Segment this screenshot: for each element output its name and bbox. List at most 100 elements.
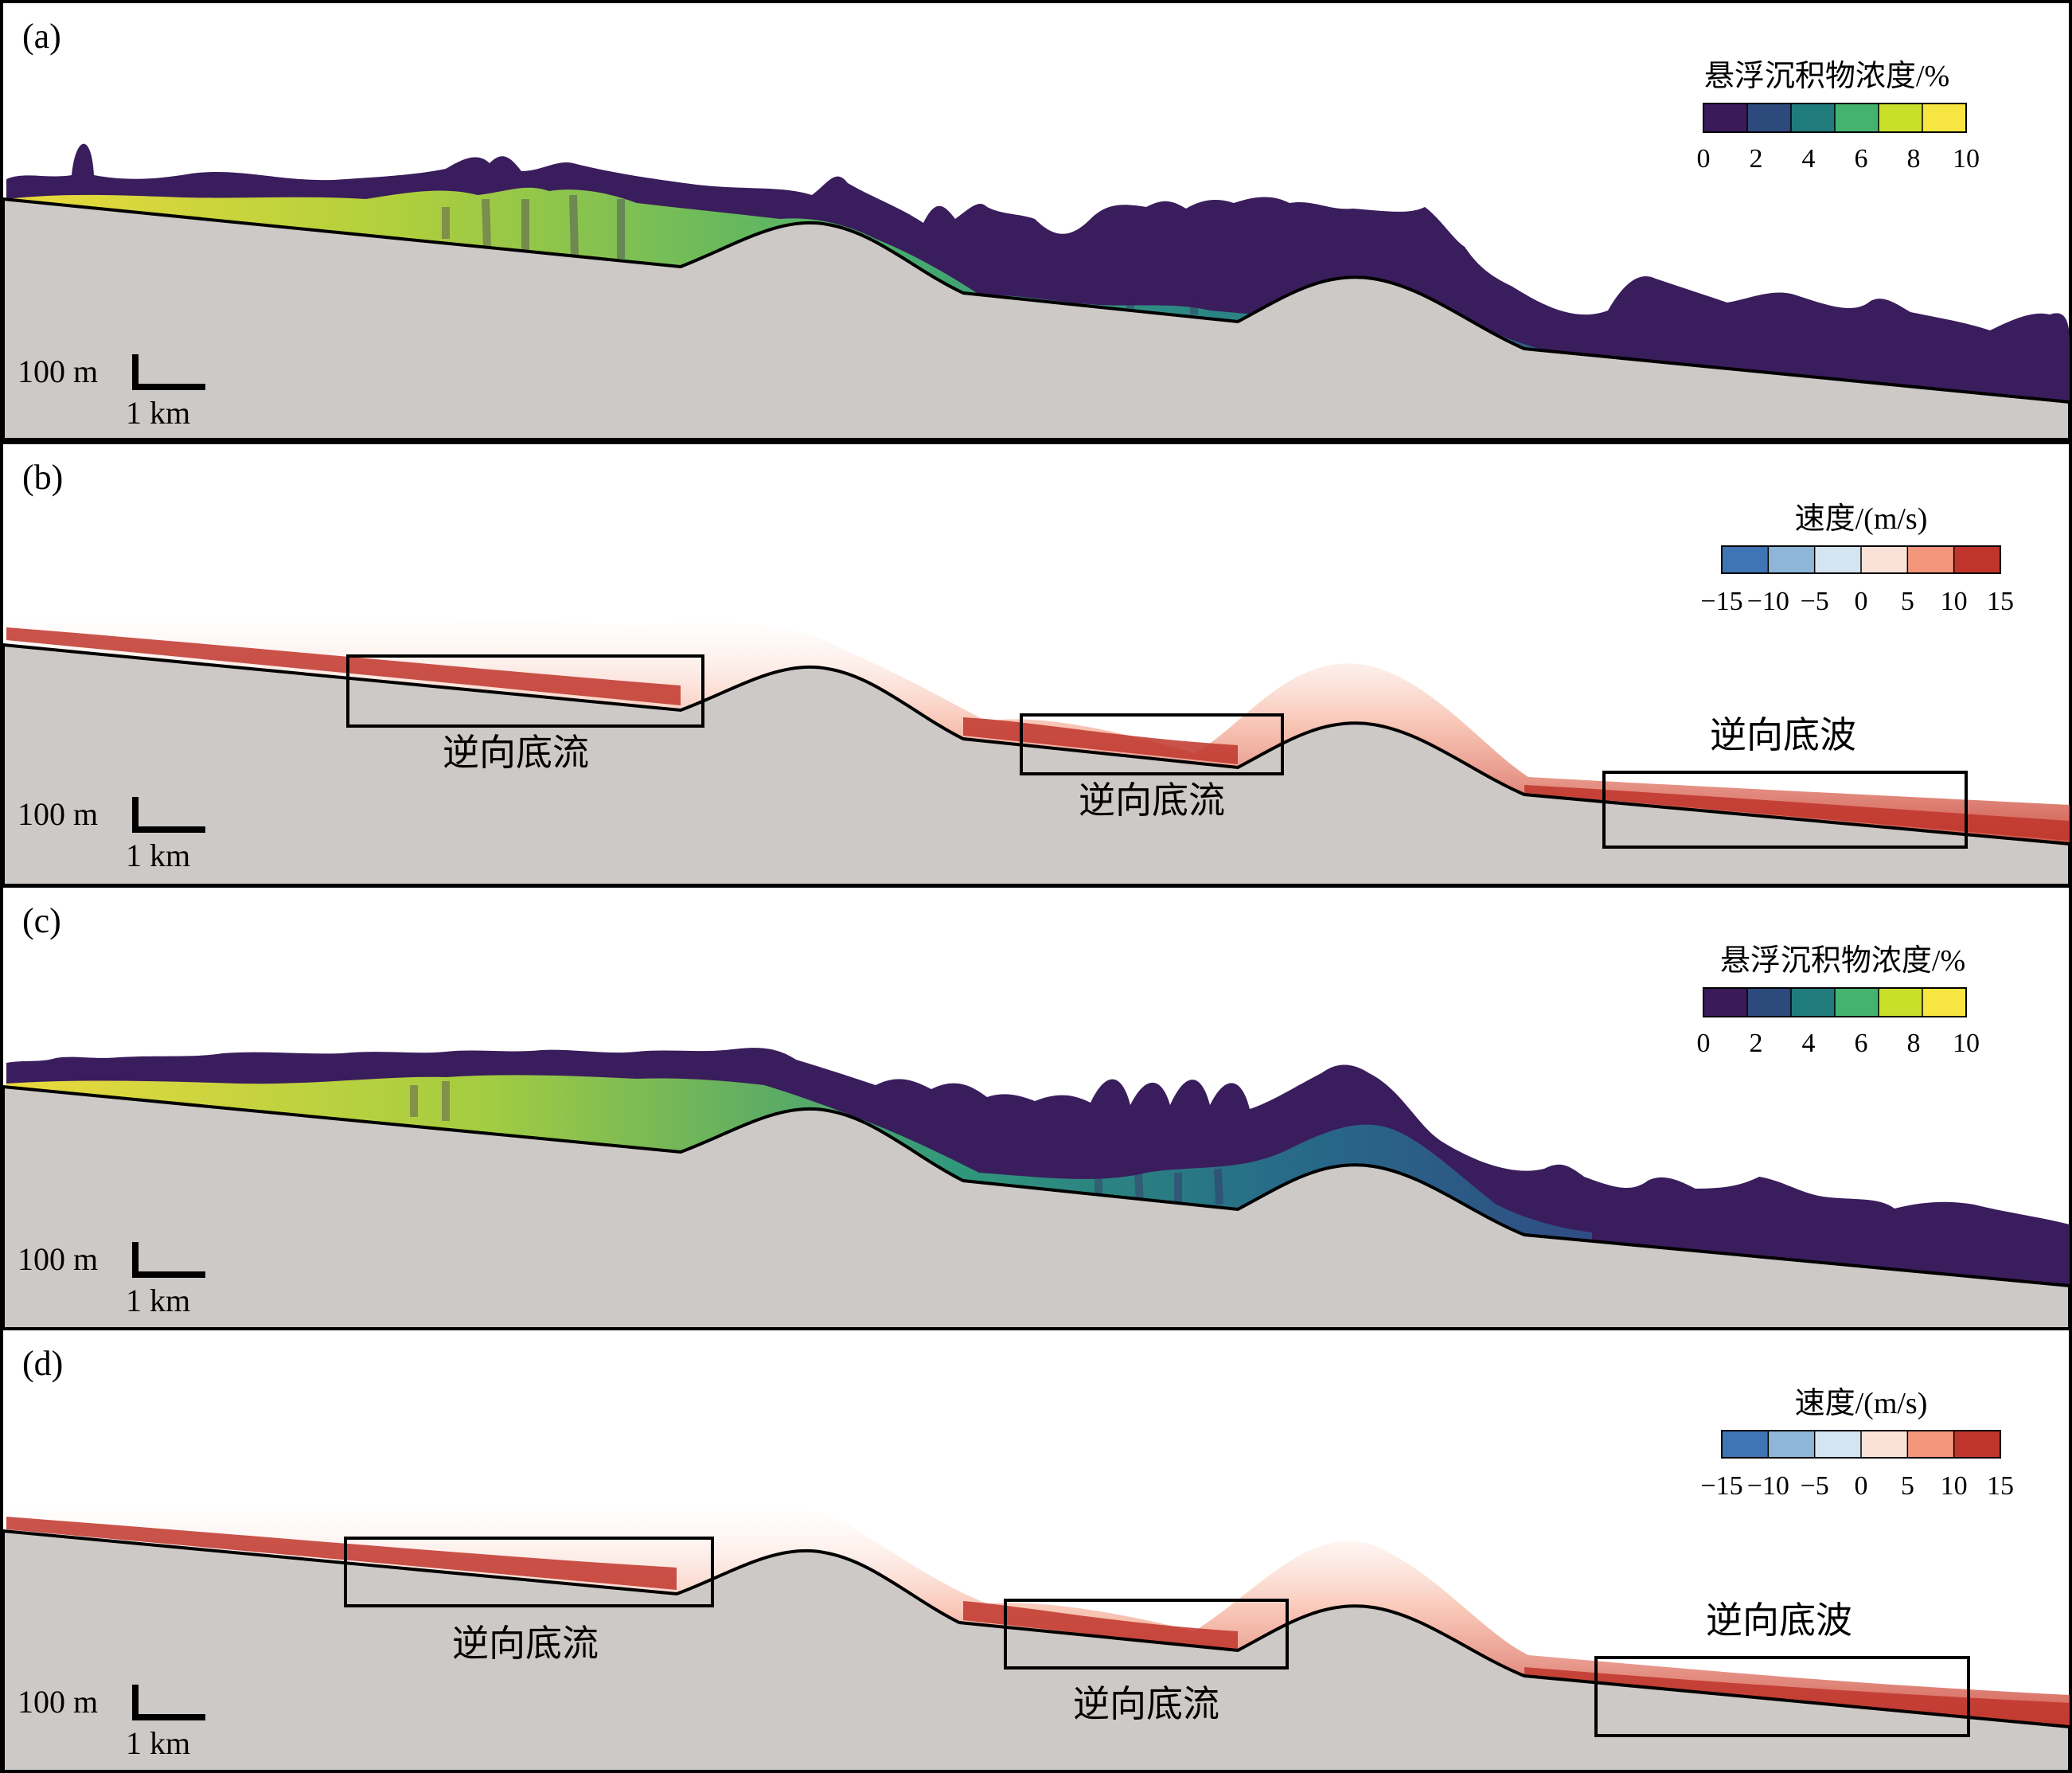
panel-label: (c) — [22, 901, 61, 940]
scale-bar-lines — [132, 354, 205, 390]
panel-a: 100 m 1 km (a) 悬浮沉积物浓度/% 0 2 4 6 8 10 — [0, 0, 2072, 443]
colorbar-cell — [1791, 988, 1836, 1017]
annotation-label: 逆向底流 — [452, 1622, 599, 1665]
colorbar-tick-label: 10 — [1941, 587, 1968, 616]
colorbar-cell — [1768, 1431, 1816, 1458]
colorbar-cell — [1835, 988, 1879, 1017]
colorbar-ticks: 0 2 4 6 8 10 — [1697, 1029, 1980, 1058]
annotation-box — [1004, 1599, 1289, 1670]
colorbar-title: 悬浮沉积物浓度/% — [1720, 944, 1965, 978]
colorbar: 速度/(m/s) −15 −10 −5 0 5 10 15 — [1700, 1387, 2014, 1501]
colorbar-cells — [1721, 1430, 2001, 1459]
near-bed-flow — [6, 627, 2070, 841]
colorbar-cell — [1747, 103, 1792, 132]
scale-horizontal-label: 1 km — [126, 395, 190, 431]
annotation-label: 逆向底流 — [1079, 779, 1225, 822]
colorbar-cell — [1879, 103, 1923, 132]
colorbar: 悬浮沉积物浓度/% 0 2 4 6 8 10 — [1697, 944, 1980, 1058]
scale-bar-lines — [132, 1685, 205, 1720]
annotation-box — [346, 654, 704, 728]
colorbar-cell — [1922, 103, 1967, 132]
colorbar-tick-label: 2 — [1750, 144, 1763, 174]
colorbar-cells — [1703, 987, 1967, 1017]
colorbar-cell — [1953, 546, 2001, 573]
colorbar-tick-label: 8 — [1907, 1029, 1921, 1058]
colorbar-cell — [1814, 1431, 1862, 1458]
colorbar-tick-label: 0 — [1697, 144, 1711, 174]
colorbar-tick-label: −5 — [1801, 1471, 1829, 1501]
colorbar-ticks: −15 −10 −5 0 5 10 15 — [1700, 1471, 2014, 1501]
colorbar-tick-label: 6 — [1855, 1029, 1868, 1058]
colorbar-cell — [1861, 1431, 1908, 1458]
scale-bar-lines — [132, 1242, 205, 1278]
colorbar-cell — [1953, 1431, 2001, 1458]
concentration-streaks — [410, 1081, 1223, 1205]
colorbar-cells — [1721, 545, 2001, 574]
seabed — [2, 642, 2071, 887]
scale-vertical-label: 100 m — [18, 1241, 98, 1277]
colorbar-cell — [1791, 103, 1836, 132]
colorbar-tick-label: 8 — [1907, 144, 1921, 174]
colorbar-tick-label: 2 — [1750, 1029, 1763, 1058]
colorbar-tick-label: 0 — [1697, 1029, 1711, 1058]
panel-label: (d) — [22, 1344, 63, 1383]
colorbar-ticks: −15 −10 −5 0 5 10 15 — [1700, 587, 2014, 616]
scale-bar: 100 m 1 km — [18, 1241, 205, 1318]
seabed — [2, 1084, 2071, 1330]
colorbar-cell — [1768, 546, 1816, 573]
colorbar-tick-label: 10 — [1941, 1471, 1968, 1501]
panel-b: 逆向底流 逆向底流 逆向底波 100 m 1 km (b) 速度/(m/s) −… — [0, 441, 2072, 887]
colorbar-tick-label: −10 — [1747, 1471, 1789, 1501]
colorbar-tick-label: −15 — [1700, 587, 1742, 616]
annotation-label: 逆向底流 — [443, 731, 589, 774]
colorbar-tick-label: −10 — [1747, 587, 1789, 616]
colorbar: 悬浮沉积物浓度/% 0 2 4 6 8 10 — [1697, 60, 1980, 174]
scale-vertical-label: 100 m — [18, 1684, 98, 1720]
annotation-label: 逆向底波 — [1706, 1599, 1852, 1642]
scale-bar: 100 m 1 km — [18, 353, 205, 431]
colorbar-cell — [1907, 1431, 1955, 1458]
colorbar-cell — [1879, 988, 1923, 1017]
colorbar: 速度/(m/s) −15 −10 −5 0 5 10 15 — [1700, 502, 2014, 616]
colorbar-cell — [1722, 546, 1769, 573]
colorbar-cell — [1722, 1431, 1769, 1458]
annotation-box — [1020, 713, 1284, 775]
colorbar-title: 速度/(m/s) — [1795, 1387, 1928, 1420]
colorbar-title: 悬浮沉积物浓度/% — [1704, 60, 1949, 93]
colorbar-tick-label: 0 — [1855, 1471, 1868, 1501]
panel-label: (b) — [22, 458, 63, 497]
colorbar-tick-label: 4 — [1802, 144, 1816, 174]
colorbar-tick-label: 10 — [1953, 144, 1980, 174]
seabed — [2, 197, 2071, 441]
scale-horizontal-label: 1 km — [126, 1283, 190, 1318]
annotation-box — [1602, 771, 1968, 849]
scale-horizontal-label: 1 km — [126, 838, 190, 873]
colorbar-tick-label: 6 — [1855, 144, 1868, 174]
colorbar-cell — [1907, 546, 1955, 573]
scale-bar: 100 m 1 km — [18, 1684, 205, 1761]
near-bed-flow — [6, 1517, 2070, 1727]
colorbar-cell — [1703, 103, 1748, 132]
scale-bar-lines — [132, 797, 205, 833]
colorbar-cell — [1703, 988, 1748, 1017]
colorbar-tick-label: −15 — [1700, 1471, 1742, 1501]
panel-label: (a) — [22, 17, 61, 56]
annotation-box — [1594, 1656, 1970, 1737]
annotation-label: 逆向底波 — [1710, 713, 1856, 756]
colorbar-tick-label: 0 — [1855, 587, 1868, 616]
panel-d: 逆向底流 逆向底流 逆向底波 100 m 1 km (d) 速度/(m/s) −… — [0, 1327, 2072, 1773]
colorbar-tick-label: 10 — [1953, 1029, 1980, 1058]
colorbar-cell — [1861, 546, 1908, 573]
colorbar-cells — [1703, 103, 1967, 133]
colorbar-cell — [1835, 103, 1879, 132]
colorbar-title: 速度/(m/s) — [1795, 502, 1928, 536]
annotation-label: 逆向底流 — [1073, 1682, 1219, 1725]
seabed — [2, 1529, 2071, 1773]
colorbar-tick-label: 5 — [1901, 1471, 1914, 1501]
scale-horizontal-label: 1 km — [126, 1725, 190, 1761]
colorbar-ticks: 0 2 4 6 8 10 — [1697, 144, 1980, 174]
colorbar-cell — [1814, 546, 1862, 573]
colorbar-cell — [1747, 988, 1792, 1017]
